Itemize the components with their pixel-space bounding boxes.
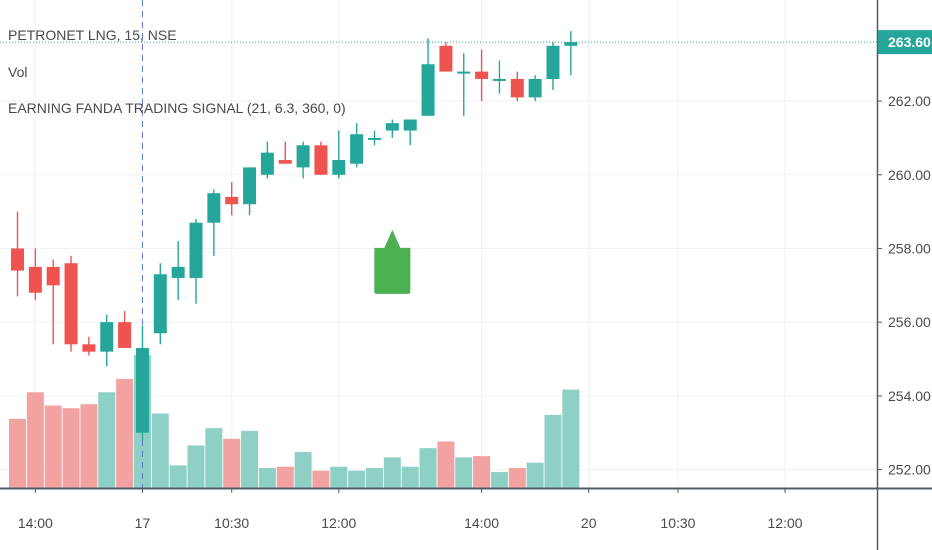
volume-bar[interactable] — [526, 462, 544, 488]
volume-bar[interactable] — [223, 438, 241, 488]
volume-bar[interactable] — [151, 413, 169, 488]
candle-body[interactable] — [189, 222, 203, 278]
volume-bar[interactable] — [383, 457, 401, 488]
candle-body[interactable] — [528, 78, 542, 98]
candle-body[interactable] — [475, 71, 489, 79]
volume-bar[interactable] — [544, 414, 562, 488]
volume-bar[interactable] — [366, 468, 383, 488]
candle-body[interactable] — [243, 167, 257, 205]
volume-bar[interactable] — [473, 456, 491, 488]
buy-signal-marker[interactable] — [374, 229, 411, 294]
candle-body[interactable] — [421, 64, 435, 116]
volume-bar[interactable] — [169, 465, 187, 488]
volume-bar[interactable] — [419, 448, 437, 488]
volume-bar[interactable] — [241, 430, 259, 488]
volume-legend[interactable]: Vol — [8, 64, 28, 80]
candle-body[interactable] — [225, 196, 239, 205]
candle-body[interactable] — [118, 322, 132, 348]
volume-bar[interactable] — [205, 428, 223, 488]
candle-body[interactable] — [403, 119, 417, 131]
time-tick-label: 17 — [135, 515, 151, 531]
candle-body[interactable] — [278, 160, 292, 164]
indicator-legend[interactable]: EARNING FANDA TRADING SIGNAL (21, 6.3, 3… — [8, 100, 346, 116]
volume-bar[interactable] — [348, 470, 366, 488]
time-tick-label: 14:00 — [18, 515, 53, 531]
candle-body[interactable] — [314, 145, 328, 175]
candle-body[interactable] — [207, 193, 221, 223]
time-tick-label: 10:30 — [214, 515, 249, 531]
volume-bar[interactable] — [330, 466, 348, 488]
volume-bar[interactable] — [294, 452, 312, 488]
candle-body[interactable] — [385, 123, 399, 131]
symbol-title[interactable]: PETRONET LNG, 15, NSE — [8, 27, 177, 43]
volume-bar[interactable] — [9, 418, 26, 488]
volume-bar[interactable] — [508, 468, 526, 488]
price-tick-label: 256.00 — [888, 314, 931, 330]
volume-bar[interactable] — [455, 457, 473, 488]
candle-body[interactable] — [457, 71, 471, 74]
candle-body[interactable] — [11, 248, 24, 271]
candle-body[interactable] — [492, 78, 506, 81]
volume-bar[interactable] — [44, 405, 62, 488]
volume-bar[interactable] — [490, 472, 508, 488]
price-tick-label: 258.00 — [888, 240, 931, 256]
candle-body[interactable] — [510, 78, 524, 98]
candle-body[interactable] — [350, 134, 364, 164]
time-tick-label: 14:00 — [464, 515, 499, 531]
volume-bar[interactable] — [562, 389, 580, 488]
price-tick-label: 262.00 — [888, 93, 931, 109]
candle-body[interactable] — [332, 160, 346, 175]
volume-bar[interactable] — [26, 392, 44, 488]
candle-body[interactable] — [564, 42, 578, 46]
candle-body[interactable] — [171, 266, 185, 278]
candle-body[interactable] — [64, 263, 78, 345]
candle-body[interactable] — [135, 347, 149, 433]
candle-body[interactable] — [439, 45, 453, 72]
candle-body[interactable] — [368, 137, 381, 140]
time-tick-label: 12:00 — [321, 515, 356, 531]
volume-bar[interactable] — [80, 404, 98, 488]
price-tick-label: 260.00 — [888, 167, 931, 183]
candle-body[interactable] — [46, 266, 60, 286]
volume-bar[interactable] — [401, 466, 419, 488]
time-tick-label: 12:00 — [768, 515, 803, 531]
volume-bar[interactable] — [98, 392, 116, 488]
candle-body[interactable] — [100, 322, 114, 352]
candle-body[interactable] — [546, 45, 560, 79]
volume-bar[interactable] — [437, 441, 455, 488]
candle-body[interactable] — [296, 145, 310, 168]
time-tick-label: 10:30 — [660, 515, 695, 531]
volume-bar[interactable] — [258, 468, 276, 488]
candle-body[interactable] — [82, 344, 96, 352]
price-tick-label: 252.00 — [888, 462, 931, 478]
last-price-label: 263.60 — [888, 34, 931, 50]
last-price-badge[interactable] — [878, 30, 932, 55]
candle-body[interactable] — [28, 266, 42, 293]
time-tick-label: 20 — [581, 515, 597, 531]
volume-bar[interactable] — [276, 466, 294, 488]
candle-body[interactable] — [153, 274, 167, 334]
volume-bar[interactable] — [62, 408, 80, 488]
volume-bar[interactable] — [116, 378, 134, 488]
candle-body[interactable] — [260, 152, 274, 175]
price-tick-label: 254.00 — [888, 388, 931, 404]
volume-bar[interactable] — [312, 470, 330, 488]
volume-bar[interactable] — [187, 445, 205, 488]
